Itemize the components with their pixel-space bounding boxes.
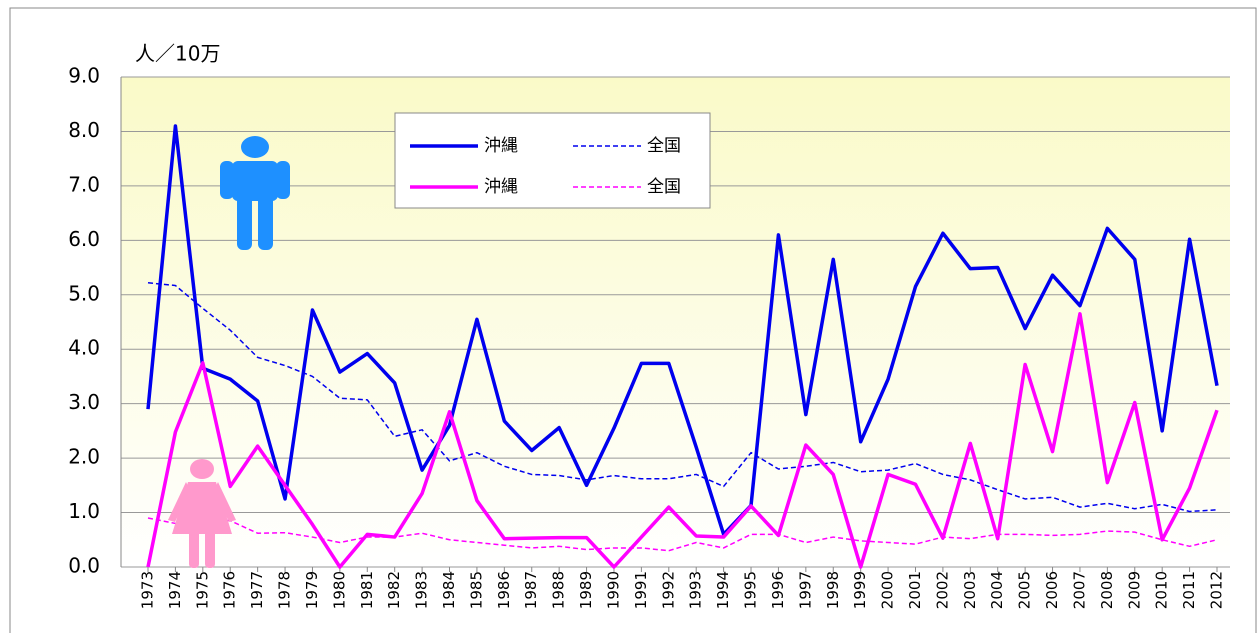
x-tick-label: 1999 <box>851 571 869 609</box>
y-tick-label: 0.0 <box>68 554 100 578</box>
male-icon <box>220 136 290 250</box>
y-axis-label: 人／10万 <box>135 42 220 66</box>
female-icon <box>168 459 236 568</box>
x-tick-label: 2011 <box>1180 571 1198 609</box>
x-tick-label: 1991 <box>632 571 650 609</box>
y-tick-label: 1.0 <box>68 499 100 523</box>
x-tick-label: 2009 <box>1125 571 1143 609</box>
legend-label: 全国 <box>647 136 681 156</box>
y-tick-label: 9.0 <box>68 64 100 88</box>
series-line <box>146 124 1219 537</box>
legend-label: 沖縄 <box>484 177 518 197</box>
x-tick-label: 1983 <box>413 571 431 609</box>
series-line <box>147 282 1218 513</box>
y-tick-label: 5.0 <box>68 281 100 305</box>
series-line <box>146 312 1219 569</box>
legend-label: 沖縄 <box>484 136 518 156</box>
x-tick-label: 1993 <box>687 571 705 609</box>
x-tick-label: 1974 <box>166 571 184 609</box>
x-tick-label: 1998 <box>824 571 842 609</box>
x-tick-label: 1994 <box>714 571 732 609</box>
x-tick-label: 2007 <box>1070 571 1088 609</box>
x-tick-label: 1979 <box>303 571 321 609</box>
x-tick-label: 1976 <box>221 571 239 609</box>
x-tick-label: 2005 <box>1016 571 1034 609</box>
y-tick-label: 6.0 <box>68 227 100 251</box>
x-tick-label: 1986 <box>495 571 513 609</box>
x-tick-label: 2003 <box>961 571 979 609</box>
y-tick-label: 8.0 <box>68 118 100 142</box>
x-tick-label: 1996 <box>769 571 787 609</box>
frame <box>9 7 1257 633</box>
x-tick-label: 1975 <box>193 571 211 609</box>
x-tick-label: 1989 <box>577 571 595 609</box>
legend <box>394 112 711 209</box>
x-tick-label: 2010 <box>1153 571 1171 609</box>
x-tick-label: 1977 <box>248 571 266 609</box>
legend-label: 全国 <box>647 177 681 197</box>
x-tick-label: 1978 <box>276 571 294 609</box>
x-tick-label: 2001 <box>906 571 924 609</box>
x-tick-label: 1985 <box>467 571 485 609</box>
x-tick-label: 1987 <box>522 571 540 609</box>
x-tick-label: 1980 <box>330 571 348 609</box>
x-tick-label: 1973 <box>139 571 157 609</box>
x-tick-label: 2006 <box>1043 571 1061 609</box>
y-tick-label: 7.0 <box>68 172 100 196</box>
x-tick-label: 2002 <box>933 571 951 609</box>
x-tick-label: 2008 <box>1098 571 1116 609</box>
x-tick-label: 1995 <box>742 571 760 609</box>
y-tick-label: 3.0 <box>68 390 100 414</box>
x-tick-label: 1992 <box>659 571 677 609</box>
x-tick-label: 1982 <box>385 571 403 609</box>
series-line <box>147 517 1218 552</box>
y-tick-label: 4.0 <box>68 336 100 360</box>
x-tick-label: 1981 <box>358 571 376 609</box>
x-tick-label: 1984 <box>440 571 458 609</box>
x-tick-label: 2000 <box>879 571 897 609</box>
x-tick-label: 1988 <box>550 571 568 609</box>
x-tick-label: 1997 <box>796 571 814 609</box>
x-tick-label: 1990 <box>604 571 622 609</box>
x-tick-label: 2004 <box>988 571 1006 609</box>
y-tick-label: 2.0 <box>68 445 100 469</box>
x-tick-label: 2012 <box>1208 571 1226 609</box>
